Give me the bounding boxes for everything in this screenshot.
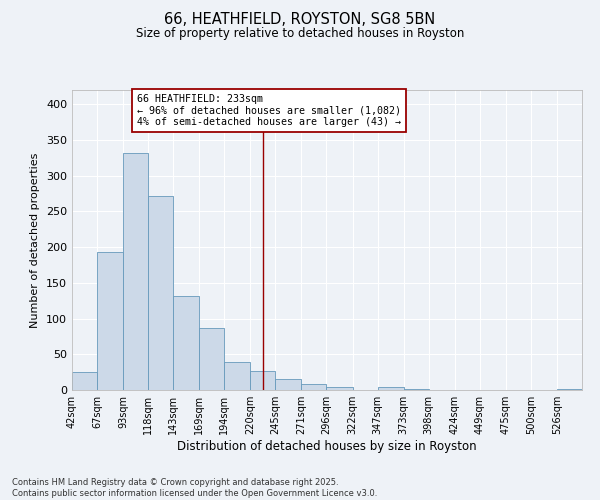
- Bar: [199, 328, 224, 390]
- Bar: [250, 370, 275, 390]
- Bar: [557, 388, 582, 390]
- Bar: [377, 387, 404, 390]
- Bar: [224, 362, 250, 390]
- X-axis label: Distribution of detached houses by size in Royston: Distribution of detached houses by size …: [177, 440, 477, 453]
- Y-axis label: Number of detached properties: Number of detached properties: [31, 152, 40, 328]
- Text: 66, HEATHFIELD, ROYSTON, SG8 5BN: 66, HEATHFIELD, ROYSTON, SG8 5BN: [164, 12, 436, 28]
- Bar: [301, 384, 326, 390]
- Bar: [72, 372, 97, 390]
- Text: Size of property relative to detached houses in Royston: Size of property relative to detached ho…: [136, 28, 464, 40]
- Bar: [326, 387, 353, 390]
- Bar: [97, 252, 123, 390]
- Bar: [148, 196, 173, 390]
- Bar: [173, 296, 199, 390]
- Bar: [123, 153, 148, 390]
- Text: Contains HM Land Registry data © Crown copyright and database right 2025.
Contai: Contains HM Land Registry data © Crown c…: [12, 478, 377, 498]
- Text: 66 HEATHFIELD: 233sqm
← 96% of detached houses are smaller (1,082)
4% of semi-de: 66 HEATHFIELD: 233sqm ← 96% of detached …: [137, 94, 401, 127]
- Bar: [275, 378, 301, 390]
